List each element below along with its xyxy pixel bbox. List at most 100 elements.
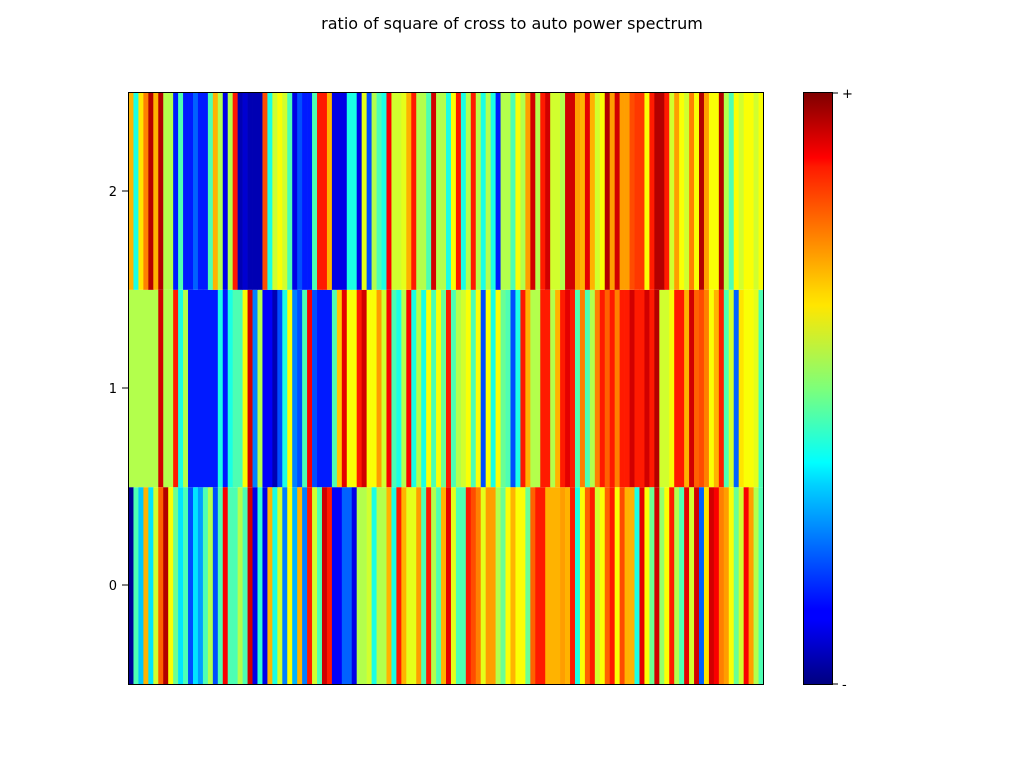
heatmap-cell: [560, 487, 566, 685]
heatmap-cell: [232, 487, 238, 685]
heatmap-cell: [490, 92, 496, 290]
heatmap-cell: [227, 289, 234, 488]
heatmap-cell: [495, 92, 501, 290]
heatmap-cell: [589, 92, 596, 290]
heatmap-cell: [441, 92, 447, 290]
heatmap-cell: [510, 487, 516, 685]
heatmap-cell: [178, 289, 184, 488]
heatmap-cell: [292, 92, 298, 290]
heatmap-cell: [421, 289, 427, 488]
heatmap-cell: [699, 487, 705, 685]
heatmap-cell: [619, 487, 625, 685]
heatmap-cell: [530, 289, 536, 488]
heatmap-cell: [465, 289, 472, 488]
heatmap-cell: [713, 487, 720, 685]
heatmap-cell: [247, 289, 253, 488]
heatmap-cell: [555, 289, 561, 488]
heatmap-cell: [237, 487, 243, 685]
heatmap-cell: [495, 289, 501, 488]
heatmap-cell: [579, 92, 586, 290]
heatmap-cell: [406, 487, 412, 685]
heatmap-cell: [188, 487, 194, 685]
heatmap-cell: [331, 289, 338, 488]
heatmap-cell: [436, 92, 442, 290]
heatmap-cell: [173, 487, 179, 685]
heatmap-cell: [570, 289, 576, 488]
heatmap-cell: [475, 289, 482, 488]
heatmap-cell: [455, 487, 462, 685]
heatmap-cell: [192, 289, 199, 488]
heatmap-cell: [421, 92, 427, 290]
heatmap-cell: [202, 92, 209, 290]
heatmap-cell: [748, 289, 754, 488]
heatmap-cell: [317, 487, 323, 685]
heatmap-cell: [441, 487, 447, 685]
heatmap-cell: [579, 289, 586, 488]
heatmap-cell: [446, 487, 452, 685]
colorbar: + -: [803, 87, 853, 693]
heatmap-cell: [599, 289, 606, 488]
heatmap-cell: [450, 487, 457, 685]
heatmap-cell: [317, 289, 323, 488]
heatmap-cell: [247, 92, 253, 290]
heatmap-cell: [689, 487, 695, 685]
heatmap-cell: [505, 487, 511, 685]
heatmap-cell: [535, 487, 541, 685]
heatmap-cell: [490, 487, 496, 685]
heatmap-cell: [703, 289, 710, 488]
heatmap-cell: [550, 487, 556, 685]
chart-title: ratio of square of cross to auto power s…: [321, 14, 703, 33]
heatmap-cell: [178, 92, 184, 290]
heatmap-cell: [594, 487, 601, 685]
heatmap-cell: [232, 289, 238, 488]
heatmap-cell: [158, 289, 164, 488]
heatmap-cell: [530, 92, 536, 290]
heatmap-cell: [163, 289, 169, 488]
heatmap-cell: [674, 289, 680, 488]
heatmap-cell: [277, 92, 283, 290]
heatmap-cell: [520, 487, 526, 685]
heatmap-cell: [515, 289, 521, 488]
heatmap-cell: [708, 487, 715, 685]
heatmap-cell: [227, 92, 234, 290]
heatmap-cell: [634, 487, 640, 685]
heatmap-cell: [222, 92, 229, 290]
heatmap-cell: [634, 289, 640, 488]
heatmap-cell: [326, 487, 333, 685]
heatmap-cell: [257, 289, 263, 488]
heatmap-cell: [614, 289, 620, 488]
heatmap-cell: [277, 487, 283, 685]
heatmap-cell: [197, 92, 204, 290]
heatmap-cell: [331, 487, 338, 685]
heatmap-cell: [302, 487, 308, 685]
heatmap-cell: [589, 289, 596, 488]
heatmap-cell: [634, 92, 640, 290]
heatmap-cell: [664, 92, 670, 290]
heatmap-cell: [431, 92, 437, 290]
heatmap-cell: [599, 92, 606, 290]
heatmap-cell: [753, 487, 759, 685]
heatmap-cell: [391, 289, 397, 488]
heatmap-cell: [282, 289, 288, 488]
heatmap-cell: [272, 487, 278, 685]
heatmap-cell: [758, 487, 764, 685]
heatmap-cell: [168, 487, 174, 685]
heatmap-cell: [723, 487, 730, 685]
heatmap-cell: [188, 92, 194, 290]
heatmap-cell: [277, 289, 283, 488]
heatmap-cell: [604, 289, 611, 488]
heatmap-cell: [426, 487, 432, 685]
heatmap-cell: [202, 487, 209, 685]
heatmap-cell: [550, 92, 556, 290]
heatmap-cell: [574, 289, 581, 488]
heatmap-cell: [470, 487, 477, 685]
heatmap-cell: [153, 289, 159, 488]
heatmap-cell: [565, 487, 571, 685]
heatmap-cell: [272, 289, 278, 488]
heatmap-cell: [441, 289, 447, 488]
heatmap-cell: [242, 487, 248, 685]
heatmap-cell: [659, 92, 665, 290]
heatmap-cell: [450, 289, 457, 488]
heatmap-cell: [649, 92, 655, 290]
heatmap-cell: [222, 487, 229, 685]
